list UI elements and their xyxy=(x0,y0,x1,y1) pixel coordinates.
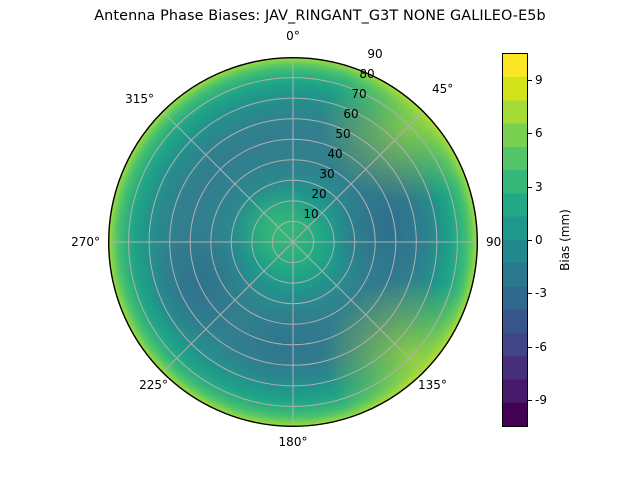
radial-tick-40: 40 xyxy=(327,147,343,161)
polar-axes xyxy=(108,57,478,427)
angular-tick-225: 225° xyxy=(139,378,168,392)
radial-tick-10: 10 xyxy=(303,207,319,221)
angular-tick-0: 0° xyxy=(286,29,300,43)
colorbar-label-9: 9 xyxy=(535,72,543,87)
radial-tick-50: 50 xyxy=(335,127,351,141)
polar-contour-plot xyxy=(108,57,478,427)
radial-tick-60: 60 xyxy=(343,107,359,121)
colorbar-label-minus3: -3 xyxy=(535,286,547,301)
colorbar-label-3: 3 xyxy=(535,179,543,194)
angular-tick-270: 270° xyxy=(71,235,100,249)
radial-tick-20: 20 xyxy=(311,187,327,201)
colorbar-label-minus6: -6 xyxy=(535,339,547,354)
colorbar-label-6: 6 xyxy=(535,126,543,141)
angular-tick-90: 90° xyxy=(486,235,508,249)
radial-tick-30: 30 xyxy=(319,167,335,181)
angular-tick-180: 180° xyxy=(278,435,308,449)
angular-tick-315: 315° xyxy=(125,92,154,106)
radial-tick-70: 70 xyxy=(351,87,367,101)
angular-tick-135: 135° xyxy=(418,378,447,392)
polar-grid xyxy=(108,57,478,427)
colorbar-axis-label: Bias (mm) xyxy=(558,209,572,271)
colorbar-label-minus9: -9 xyxy=(535,393,547,408)
colorbar-gradient xyxy=(502,53,528,427)
colorbar: 9 6 3 0 -3 -6 -9 xyxy=(502,53,547,427)
page-title: Antenna Phase Biases: JAV_RINGANT_G3T NO… xyxy=(94,8,546,24)
polar-outer-spine xyxy=(108,57,478,427)
colorbar-label-0: 0 xyxy=(535,233,543,247)
radial-tick-90: 90 xyxy=(367,47,383,61)
radial-tick-80: 80 xyxy=(359,67,375,81)
colorbar-tick-group: 9 6 3 0 -3 -6 -9 xyxy=(528,53,568,427)
angular-tick-45: 45° xyxy=(432,82,454,96)
